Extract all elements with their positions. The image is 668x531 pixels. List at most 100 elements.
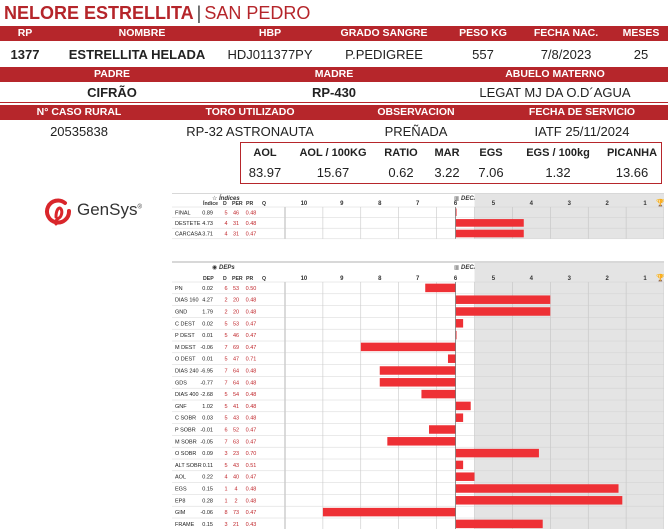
row-per: 52 — [233, 428, 239, 434]
chart-0-deca-tick: 9 — [340, 201, 344, 207]
breed-name: NELORE ESTRELLITA — [4, 3, 194, 23]
row-deca: 5 — [224, 357, 227, 363]
row-pr: 0.48 — [246, 498, 257, 504]
row-value: -0.77 — [200, 380, 213, 386]
deca-bar — [455, 208, 457, 217]
row-value: 0.15 — [202, 487, 213, 493]
row-per: 46 — [233, 210, 239, 216]
deca-bar — [379, 366, 456, 375]
row-value: -0.05 — [200, 439, 213, 445]
deca-bar — [455, 330, 457, 340]
row-pr: 0.48 — [246, 392, 257, 398]
header-hbp: HBP — [258, 27, 282, 39]
stat-label-aol-100kg: AOL / 100KG — [299, 147, 367, 159]
value-grado-sangre: P.PEDIGREE — [345, 47, 423, 62]
row-per: 40 — [233, 475, 239, 481]
row-name: PN — [175, 286, 183, 292]
chart-1-col-header: PR — [246, 276, 253, 282]
row-deca: 7 — [224, 439, 227, 445]
chart-1-title: DEPs — [219, 265, 235, 271]
row-value: -0.06 — [200, 510, 213, 516]
ranch-name: SAN PEDRO — [204, 3, 311, 23]
row-per: 31 — [233, 232, 239, 238]
chart-0-col-header: Q — [262, 201, 266, 207]
value-fecha-nac: 7/8/2023 — [540, 47, 592, 62]
row-pr: 0.70 — [246, 451, 257, 457]
row-deca: 5 — [224, 463, 227, 469]
row-deca: 2 — [224, 298, 227, 304]
value-madre: RP-430 — [311, 85, 357, 100]
row-name: P DEST — [175, 333, 195, 339]
trophy-icon: 🏆 — [656, 273, 664, 282]
row-value: 0.28 — [202, 498, 213, 504]
row-per: 64 — [233, 369, 239, 375]
row-pr: 0.48 — [246, 298, 257, 304]
row-deca: 2 — [224, 310, 227, 316]
row-value: 4.73 — [202, 221, 213, 227]
row-pr: 0.48 — [246, 416, 257, 422]
row-pr: 0.48 — [246, 221, 257, 227]
row-name: O SOBR — [175, 451, 196, 457]
row-deca: 5 — [224, 333, 227, 339]
row-per: 46 — [233, 333, 239, 339]
chart-0-col-header: Índice — [203, 199, 218, 207]
row-per: 41 — [233, 404, 239, 410]
deca-bar — [455, 295, 551, 304]
row-per: 53 — [233, 321, 239, 327]
row-per: 43 — [233, 416, 239, 422]
row-value: 1.79 — [202, 310, 213, 316]
deca-bar — [455, 307, 551, 316]
header-fecha-servicio: FECHA DE SERVICIO — [528, 106, 636, 118]
row-deca: 8 — [224, 510, 227, 516]
stat-value-picanha: 13.66 — [615, 165, 649, 180]
deca-bar — [455, 472, 475, 481]
row-per: 64 — [233, 380, 239, 386]
row-name: GND — [175, 310, 187, 316]
deca-bar — [360, 342, 456, 352]
row-pr: 0.47 — [246, 428, 257, 434]
value-meses: 25 — [633, 47, 649, 62]
row-deca: 4 — [224, 475, 227, 481]
row-deca: 7 — [224, 369, 227, 375]
chart-1-deca-tick: 7 — [416, 276, 420, 282]
chart-0-deca-tick: 5 — [492, 201, 496, 207]
gensys-wordmark: GenSys® — [77, 200, 142, 220]
chart-0-deca-tick: 7 — [416, 201, 420, 207]
stat-value-egs: 7.06 — [478, 165, 504, 180]
row-pr: 0.47 — [246, 475, 257, 481]
deca-bar — [447, 354, 456, 363]
stat-label-picanha: PICANHA — [606, 147, 658, 159]
row-value: 0.15 — [202, 522, 213, 528]
chart-0-deca-tick: 6 — [454, 201, 458, 207]
stat-label-ratio: RATIO — [384, 147, 418, 159]
header-meses: MESES — [622, 27, 660, 39]
row-name: DIAS 160 — [175, 298, 199, 304]
header-fecha-nac: FECHA NAC. — [533, 27, 599, 39]
row-name: FINAL — [175, 210, 191, 216]
value-toro-utilizado: RP-32 ASTRONAUTA — [186, 124, 314, 139]
row-per: 43 — [233, 463, 239, 469]
row-deca: 6 — [224, 286, 227, 292]
trophy-icon: 🏆 — [656, 198, 664, 207]
row-pr: 0.50 — [246, 286, 257, 292]
row-pr: 0.48 — [246, 310, 257, 316]
row-name: FRAME — [175, 522, 195, 528]
row-name: M SOBR — [175, 439, 197, 445]
gensys-logo: GenSys® — [44, 195, 154, 229]
service-values-row: 20535838 RP-32 ASTRONAUTA PREÑADA IATF 2… — [0, 122, 668, 141]
row-name: DESTETE — [175, 221, 201, 227]
chart-1-decas-label: DECAS — [461, 265, 482, 271]
header-abuelo-materno: ABUELO MATERNO — [505, 68, 605, 80]
row-deca: 5 — [224, 404, 227, 410]
value-rp: 1377 — [10, 47, 40, 62]
row-per: 31 — [233, 221, 239, 227]
row-value: 0.01 — [202, 357, 213, 363]
animal-header-row: RP NOMBRE HBP GRADO SANGRE PESO KG FECHA… — [0, 26, 668, 41]
row-name: GIM — [175, 510, 186, 516]
chart-0-deca-tick: 1 — [643, 201, 647, 207]
row-value: -2.68 — [200, 392, 213, 398]
row-per: 2 — [234, 498, 237, 504]
row-per: 73 — [233, 510, 239, 516]
row-value: 0.89 — [202, 210, 213, 216]
